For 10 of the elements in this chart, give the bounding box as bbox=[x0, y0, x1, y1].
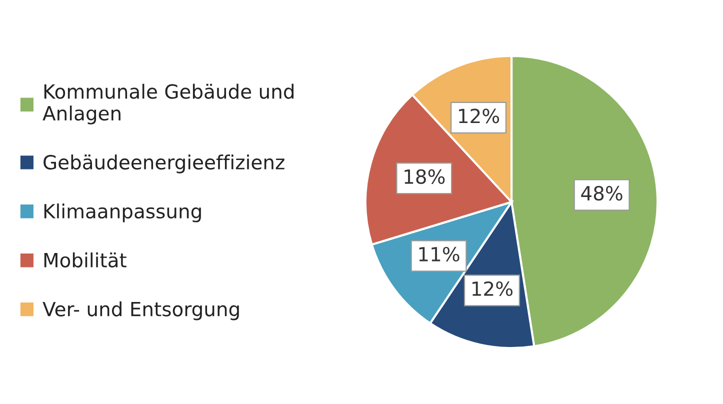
legend-label: Mobilität bbox=[44, 252, 126, 268]
data-label: 12% bbox=[459, 108, 500, 124]
legend-label: Klimaanpassung bbox=[44, 203, 201, 222]
data-label: 12% bbox=[472, 281, 512, 296]
legend-label: Gebäudeenergieeffizienz bbox=[44, 154, 284, 174]
data-label: 48% bbox=[581, 186, 622, 201]
legend-label: Ver- und Entsorgung bbox=[42, 301, 239, 320]
data-label: 18% bbox=[404, 169, 445, 184]
data-label: 11% bbox=[419, 246, 460, 262]
legend-label: Kommunale Gebäude und Anlagen bbox=[42, 84, 294, 124]
